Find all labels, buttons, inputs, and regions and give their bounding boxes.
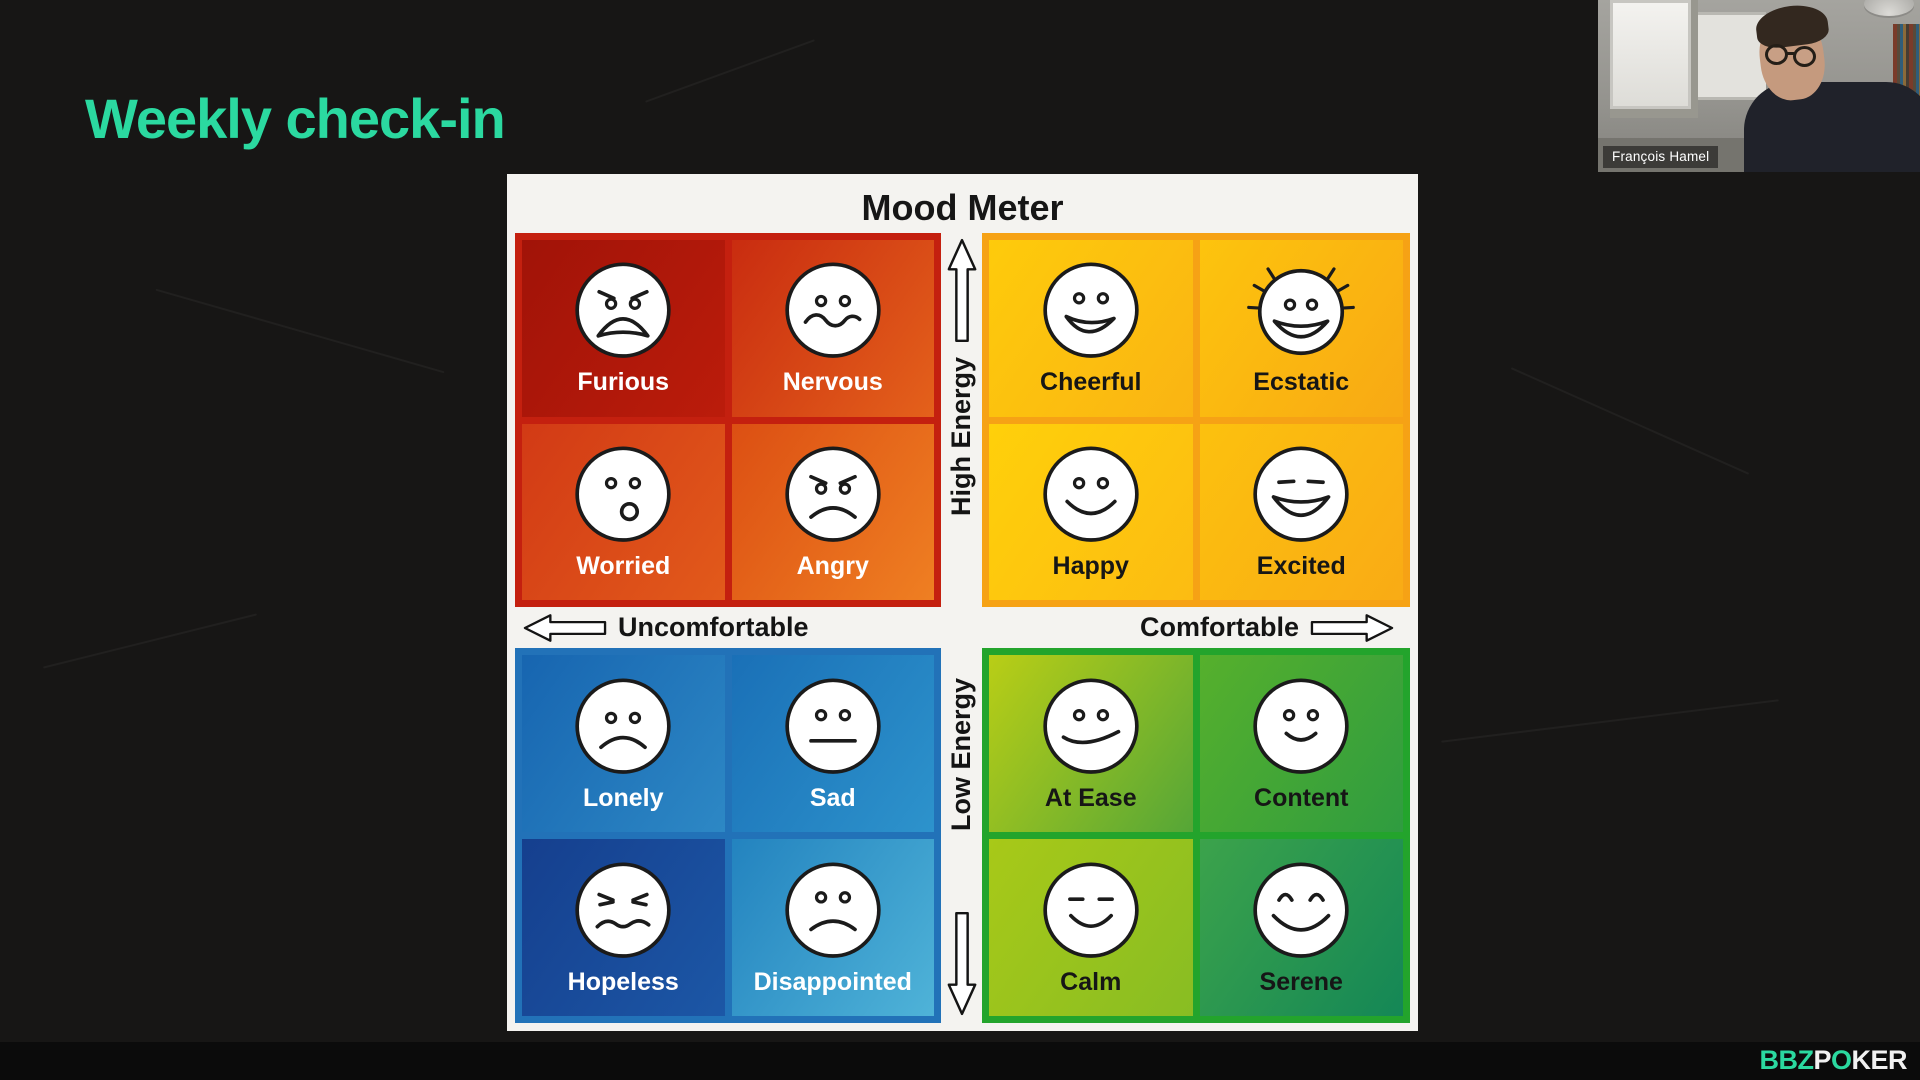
nervous-face-icon: [785, 262, 881, 359]
mood-cell-worried: Worried: [522, 423, 725, 600]
lonely-face-icon: [575, 678, 671, 774]
mood-cell-calm: Calm: [989, 839, 1193, 1016]
axis-label-uncomfortable: Uncomfortable: [618, 612, 809, 642]
logo-text-bbz: BBZ: [1759, 1045, 1814, 1075]
serene-face-icon: [1253, 862, 1349, 958]
content-face-icon: [1253, 678, 1349, 774]
sad-face-icon: [785, 678, 881, 774]
glasses-icon: [1793, 46, 1816, 67]
mood-label: Calm: [1060, 967, 1122, 996]
hopeless-face-icon: [575, 862, 671, 958]
left-arrow-icon: [523, 613, 607, 642]
bbzpoker-logo: BBZPOKER: [1759, 1047, 1907, 1074]
background-scratch: [1510, 367, 1750, 475]
mood-label: Nervous: [782, 368, 883, 397]
background-scratch: [645, 39, 815, 103]
page-title: Weekly check-in: [85, 87, 506, 150]
mood-cell-furious: Furious: [522, 240, 725, 417]
mood-label: Excited: [1256, 551, 1346, 580]
excited-face-icon: [1253, 446, 1349, 542]
calm-face-icon: [1043, 862, 1139, 958]
mood-cell-serene: Serene: [1199, 839, 1403, 1016]
axis-label-low-energy: Low Energy: [946, 678, 976, 832]
logo-text-ker: KER: [1851, 1045, 1907, 1075]
happy-face-icon: [1043, 446, 1139, 542]
quadrant-high-energy-uncomfortable: Furious Nervous Worried Angry: [515, 233, 941, 607]
right-arrow-icon: [1310, 613, 1394, 642]
mood-cell-cheerful: Cheerful: [989, 240, 1193, 417]
mood-cell-content: Content: [1199, 655, 1403, 832]
mood-cell-sad: Sad: [731, 655, 934, 832]
mood-label: Angry: [796, 551, 869, 580]
angry-face-icon: [785, 446, 881, 542]
webcam-lamp-decor: [1864, 0, 1914, 16]
webcam-window-decor: [1610, 0, 1698, 118]
mood-cell-happy: Happy: [989, 423, 1193, 600]
up-arrow-icon: [947, 238, 976, 343]
at-ease-face-icon: [1043, 678, 1139, 774]
mood-label: Serene: [1259, 967, 1343, 996]
background-scratch: [155, 288, 445, 374]
axis-label-comfortable: Comfortable: [1139, 612, 1299, 642]
axis-comfort: Uncomfortable Comfortable: [507, 607, 1418, 648]
mood-label: Worried: [576, 551, 671, 580]
glasses-bridge: [1786, 52, 1794, 55]
axis-label-high-energy: High Energy: [946, 357, 976, 517]
mood-cell-ecstatic: Ecstatic: [1199, 240, 1403, 417]
axis-uncomfortable: Uncomfortable: [523, 613, 809, 643]
webcam-cabinet-decor: [1698, 12, 1766, 100]
axis-comfortable: Comfortable: [1140, 613, 1394, 643]
mood-label: Cheerful: [1040, 368, 1142, 397]
mood-cell-lonely: Lonely: [522, 655, 725, 832]
webcam-tile[interactable]: François Hamel: [1598, 0, 1920, 172]
mood-label: At Ease: [1044, 783, 1137, 812]
mood-label: Sad: [809, 783, 856, 812]
mood-label: Hopeless: [567, 967, 679, 996]
axis-high-energy: High Energy: [941, 233, 982, 607]
down-arrow-icon: [947, 911, 976, 1016]
worried-face-icon: [575, 446, 671, 542]
mood-label: Lonely: [582, 783, 664, 812]
mood-label: Content: [1254, 783, 1349, 812]
mood-label: Disappointed: [753, 967, 912, 996]
logo-text-p: P: [1813, 1045, 1831, 1075]
mood-label: Furious: [577, 368, 670, 397]
quadrant-low-energy-uncomfortable: Lonely Sad Hopeless Disappointed: [515, 648, 941, 1023]
mood-cell-at-ease: At Ease: [989, 655, 1193, 832]
webcam-person-torso: [1744, 82, 1920, 172]
logo-text-o: O: [1830, 1045, 1852, 1075]
background-scratch: [1441, 699, 1779, 743]
quadrant-high-energy-comfortable: Cheerful Ecstatic Happy Excited: [982, 233, 1410, 607]
quadrant-low-energy-comfortable: At Ease Content Calm Serene: [982, 648, 1410, 1023]
participant-name-label: François Hamel: [1603, 146, 1719, 168]
mood-meter-title: Mood Meter: [861, 187, 1064, 228]
cheerful-face-icon: [1043, 262, 1139, 359]
axis-low-energy: Low Energy: [941, 648, 982, 1023]
mood-cell-hopeless: Hopeless: [522, 839, 725, 1016]
mood-cell-angry: Angry: [731, 423, 934, 600]
mood-label: Ecstatic: [1253, 368, 1350, 397]
mood-cell-disappointed: Disappointed: [731, 839, 934, 1016]
mood-meter-panel: Mood Meter Furious Nervous Worried Angry Ch…: [507, 174, 1418, 1031]
mood-cell-nervous: Nervous: [731, 240, 934, 417]
ecstatic-face-icon: [1247, 267, 1356, 356]
mood-cell-excited: Excited: [1199, 423, 1403, 600]
bottom-bar: [0, 1042, 1920, 1080]
background-scratch: [43, 613, 257, 669]
mood-label: Happy: [1052, 551, 1129, 580]
glasses-icon: [1765, 44, 1788, 65]
furious-face-icon: [575, 262, 671, 359]
disappointed-face-icon: [785, 862, 881, 958]
